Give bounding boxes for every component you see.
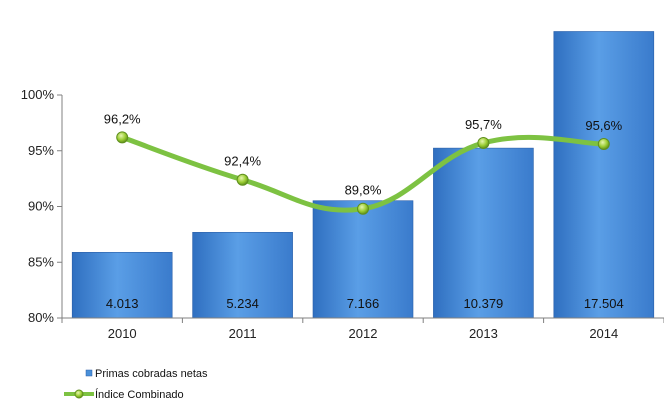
bar-2013 <box>433 147 534 319</box>
bar-2014 <box>553 31 655 319</box>
x-tick-label: 2014 <box>589 326 618 341</box>
bar-value-label: 4.013 <box>106 296 139 311</box>
line-point-2014 <box>597 138 610 151</box>
line-point-2011 <box>236 173 249 186</box>
y-tick-label: 95% <box>28 143 54 158</box>
y-tick-label: 85% <box>28 254 54 269</box>
bar-value-label: 10.379 <box>464 296 504 311</box>
legend: Primas cobradas netas Índice Combinado <box>64 368 208 401</box>
bar-value-label: 17.504 <box>584 296 624 311</box>
line-point-2013 <box>477 136 490 149</box>
y-tick-label: 90% <box>28 199 54 214</box>
bars-layer <box>71 31 655 319</box>
bar-value-label: 5.234 <box>226 296 259 311</box>
x-tick-label: 2011 <box>229 326 257 341</box>
x-tick-label: 2010 <box>108 326 137 341</box>
y-tick-label: 80% <box>28 310 54 325</box>
line-value-label: 95,6% <box>585 118 622 133</box>
y-tick-label: 100% <box>21 87 55 102</box>
line-value-label: 96,2% <box>104 111 141 126</box>
axes-layer: 80% 85% 90% 95% 100% 2010 2011 2012 2013 2014 <box>21 87 664 341</box>
line-layer <box>116 131 610 215</box>
line-value-label: 92,4% <box>224 154 261 169</box>
legend-label-primas: Primas cobradas netas <box>95 368 208 380</box>
bar-2011 <box>192 232 293 319</box>
labels-layer: 4.013 5.234 7.166 10.379 17.504 96,2% 92,4% 89,… <box>104 111 624 311</box>
x-tick-label: 2012 <box>349 326 378 341</box>
line-value-label: 95,7% <box>465 117 502 132</box>
line-value-label: 89,8% <box>345 183 382 198</box>
bar-value-label: 7.166 <box>347 296 380 311</box>
line-point-2012 <box>357 202 369 215</box>
line-point-2010 <box>116 131 129 144</box>
bar-2010 <box>71 252 173 319</box>
bar-2012 <box>312 200 414 319</box>
legend-label-indice: Índice Combinado <box>95 388 184 401</box>
legend-marker-swatch <box>74 389 84 399</box>
legend-bar-swatch <box>85 369 93 377</box>
x-tick-label: 2013 <box>469 326 498 341</box>
